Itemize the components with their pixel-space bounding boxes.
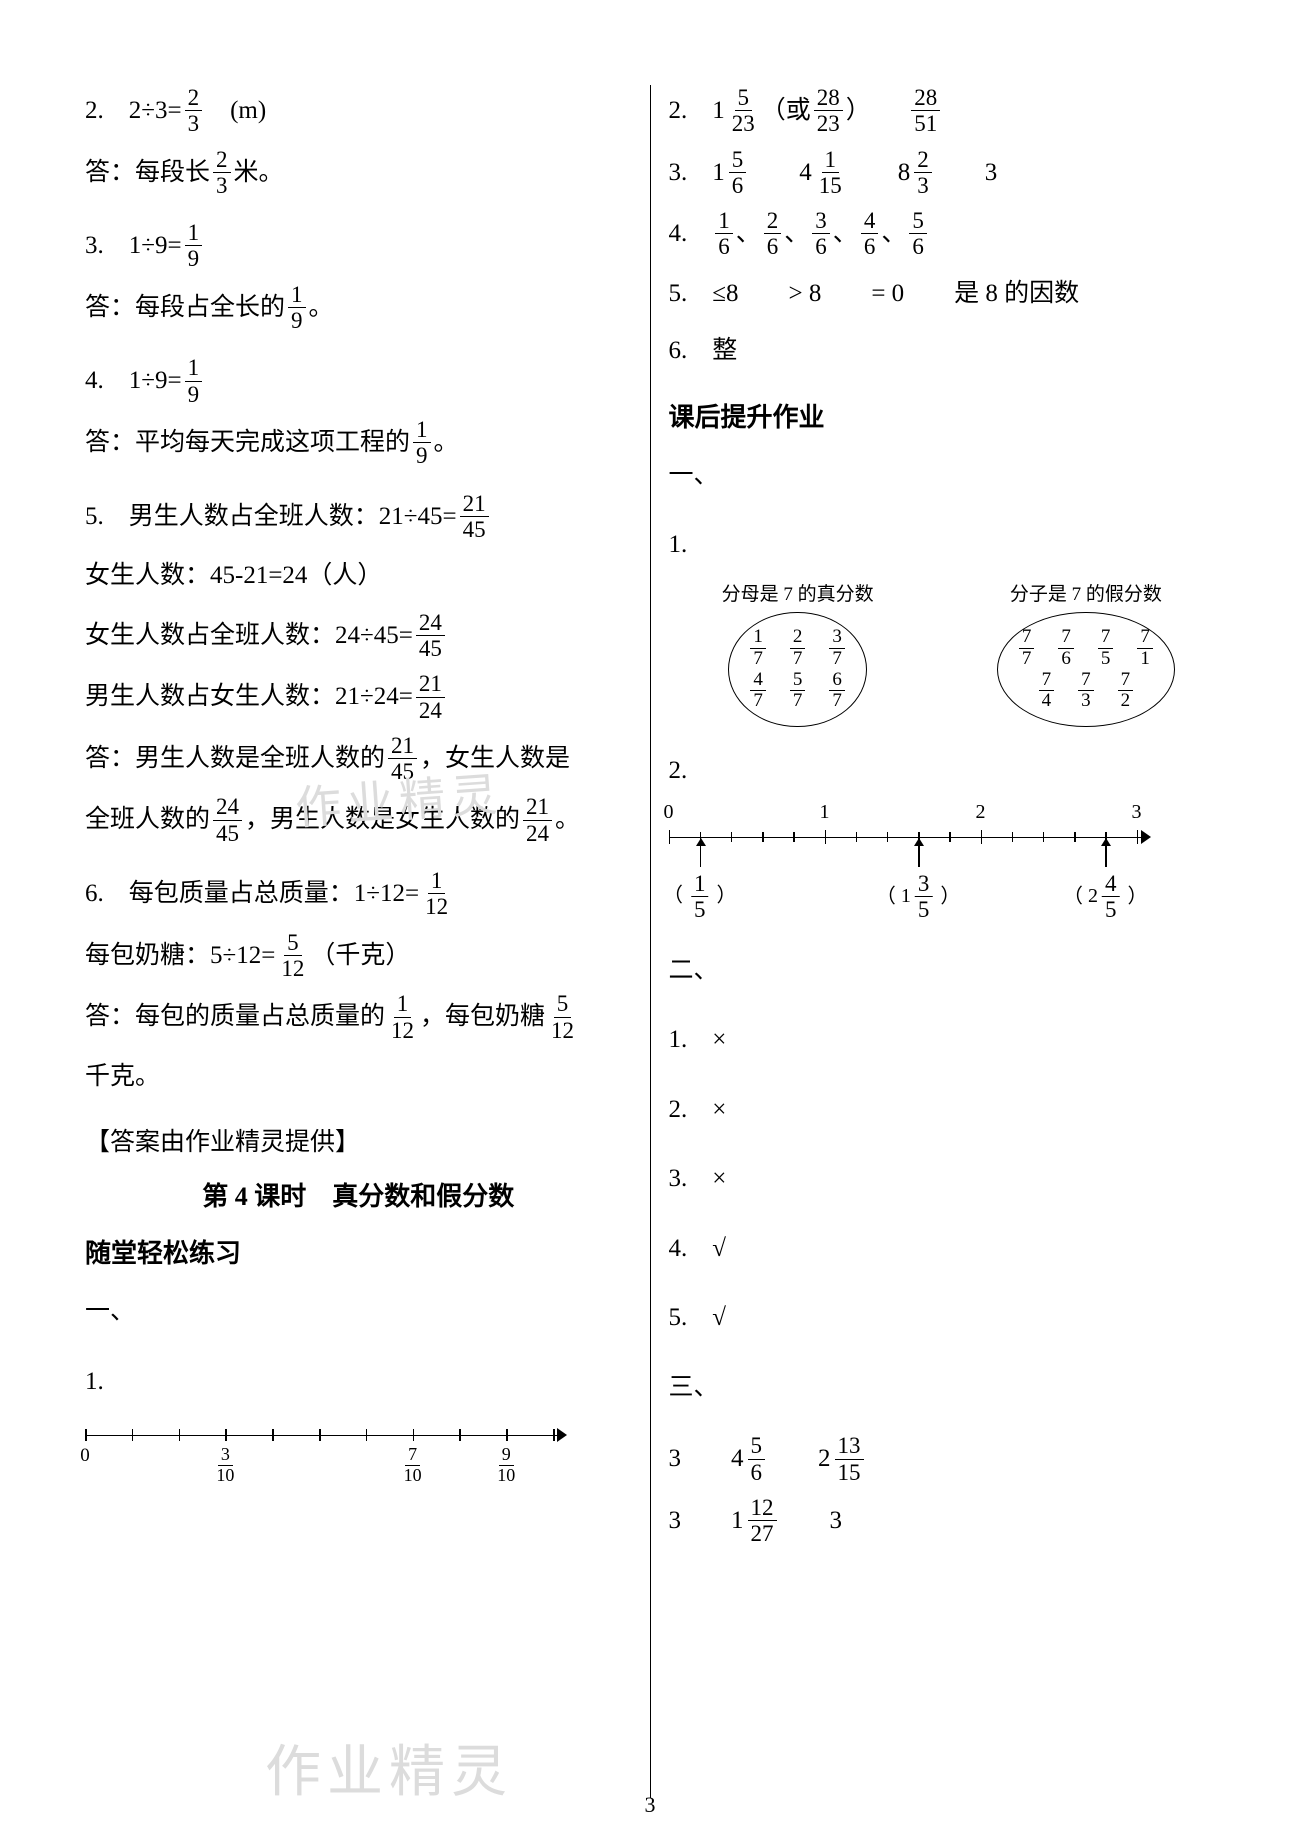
q5-line-f: 全班人数的2445，男生人数是女生人数的2124。 — [85, 794, 632, 846]
right-q2: 2. — [669, 747, 1216, 795]
right-q1: 1. — [669, 521, 1216, 569]
arrow-right-icon — [1141, 830, 1151, 844]
q6-line-c: 答：每包的质量占总质量的112，每包奶糖512 — [85, 991, 632, 1043]
ellipse-group: 分母是 7 的真分数 172737475767 分子是 7 的假分数 77767… — [669, 579, 1216, 728]
q5-line-b: 女生人数：45-21=24（人） — [85, 552, 632, 600]
credit-text: 【答案由作业精灵提供】 — [85, 1122, 632, 1158]
right-section-one: 一、 — [669, 452, 1216, 500]
right-section-three: 三、 — [669, 1364, 1216, 1412]
r4-line: 4. 16、26、36、46、56 — [669, 208, 1216, 260]
number-line-axis — [85, 1435, 565, 1436]
ellipse-right-col: 分子是 7 的假分数 77767571747372 — [957, 579, 1215, 728]
true-false-list: 1. × 2. × 3. × 4. √ 5. √ — [669, 1016, 1216, 1342]
r6-line: 6. 整 — [669, 327, 1216, 375]
lesson-title: 第 4 课时 真分数和假分数 — [85, 1176, 632, 1213]
ellipse-right: 77767571747372 — [997, 612, 1175, 728]
watermark-2: 作业精灵 — [265, 1727, 513, 1808]
number-line-2-axis — [669, 837, 1149, 838]
tf-item: 4. √ — [669, 1225, 1216, 1273]
q5-line-c: 女生人数占全班人数：24÷45= 2445 — [85, 610, 632, 662]
right-section-two: 二、 — [669, 947, 1216, 995]
s3-row1: 3 456 21315 — [669, 1433, 1216, 1485]
right-column: 2. 1523（或2823） 2851 3. 156 4115 823 3 4.… — [651, 85, 1216, 1798]
tf-item: 3. × — [669, 1155, 1216, 1203]
q5-line-a: 5. 男生人数占全班人数：21÷45= 2145 — [85, 491, 632, 543]
page-number: 3 — [645, 1792, 656, 1818]
r5-line: 5. ≤8 > 8 = 0 是 8 的因数 — [669, 270, 1216, 318]
q3-answer: 答：每段占全长的19。 — [85, 282, 632, 334]
left-column: 2. 2÷3= 23 (m) 答：每段长23 米。 3. 1÷9= 19 答：每… — [85, 85, 651, 1798]
page: 2. 2÷3= 23 (m) 答：每段长23 米。 3. 1÷9= 19 答：每… — [0, 0, 1300, 1838]
tf-item: 1. × — [669, 1016, 1216, 1064]
r3-line: 3. 156 4115 823 3 — [669, 147, 1216, 199]
q6-line-b: 每包奶糖：5÷12= 512（千克） — [85, 930, 632, 982]
q6-line-d: 千克。 — [85, 1053, 632, 1101]
q1-label: 1. — [85, 1358, 632, 1406]
ellipse-left-title: 分母是 7 的真分数 — [669, 579, 927, 606]
q4-answer: 答：平均每天完成这项工程的19。 — [85, 417, 632, 469]
arrow-right-icon — [557, 1428, 567, 1442]
q4-equation: 4. 1÷9= 19 — [85, 355, 632, 407]
s3-row2: 3 11227 3 — [669, 1495, 1216, 1547]
r2-line: 2. 1523（或2823） 2851 — [669, 85, 1216, 137]
tf-item: 5. √ — [669, 1294, 1216, 1342]
q5-line-e: 答：男生人数是全班人数的2145，女生人数是 — [85, 733, 632, 785]
ellipse-right-title: 分子是 7 的假分数 — [957, 579, 1215, 606]
ellipse-left-col: 分母是 7 的真分数 172737475767 — [669, 579, 927, 728]
number-line-2: 0123（ 15 ）（ 135 ）（ 245 ） — [669, 825, 1149, 935]
q5-line-d: 男生人数占女生人数：21÷24= 2124 — [85, 671, 632, 723]
ellipse-left: 172737475767 — [728, 612, 867, 728]
q3-equation: 3. 1÷9= 19 — [85, 220, 632, 272]
tf-item: 2. × — [669, 1086, 1216, 1134]
q6-line-a: 6. 每包质量占总质量：1÷12= 112 — [85, 868, 632, 920]
after-practice-title: 课后提升作业 — [669, 397, 1216, 434]
section-one-label: 一、 — [85, 1288, 632, 1336]
q2-equation: 2. 2÷3= 23 (m) — [85, 85, 632, 137]
q2-answer: 答：每段长23 米。 — [85, 147, 632, 199]
practice-title: 随堂轻松练习 — [85, 1233, 632, 1270]
number-line-1: 0310710910 — [85, 1423, 565, 1473]
